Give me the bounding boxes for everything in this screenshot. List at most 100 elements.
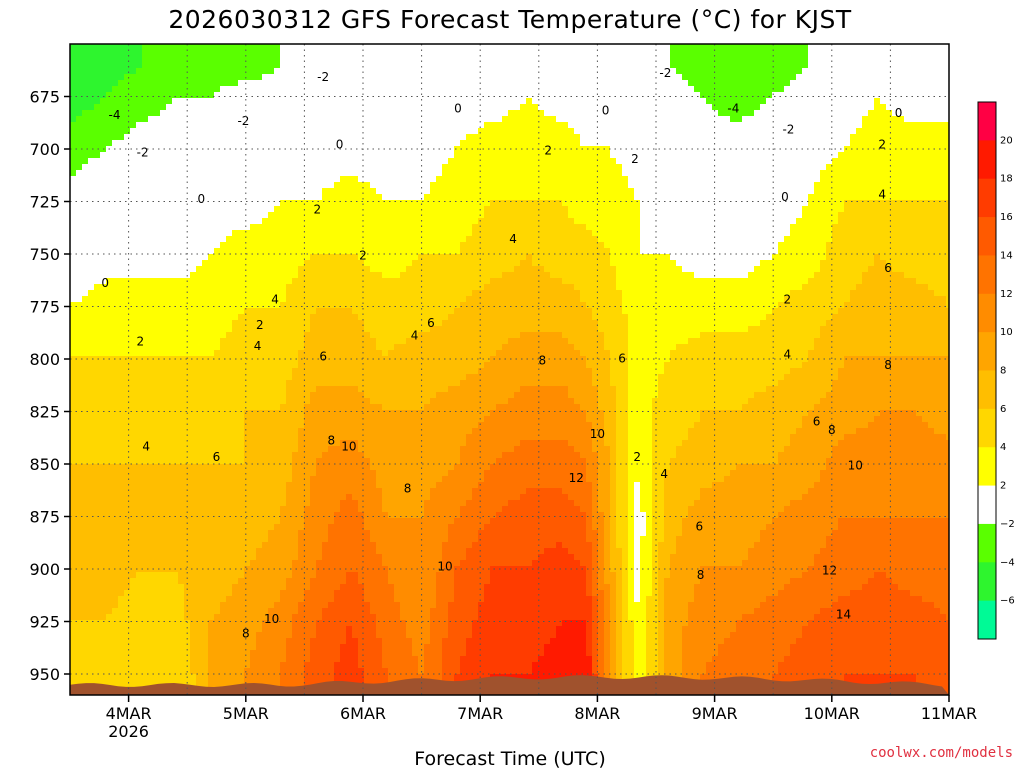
temperature-cell (322, 404, 329, 411)
temperature-cell (322, 602, 329, 609)
temperature-cell (190, 368, 197, 375)
temperature-cell (316, 506, 323, 513)
temperature-cell (322, 290, 329, 297)
temperature-cell (250, 506, 257, 513)
temperature-cell (142, 110, 149, 117)
temperature-cell (190, 422, 197, 429)
temperature-cell (298, 68, 305, 75)
temperature-cell (202, 392, 209, 399)
temperature-cell (190, 602, 197, 609)
temperature-cell (112, 140, 119, 147)
temperature-cell (94, 524, 101, 531)
temperature-cell (106, 188, 113, 195)
temperature-cell (124, 494, 131, 501)
temperature-cell (190, 578, 197, 585)
temperature-cell (202, 410, 209, 417)
temperature-cell (196, 62, 203, 69)
temperature-cell (274, 578, 281, 585)
temperature-cell (238, 272, 245, 279)
temperature-cell (316, 290, 323, 297)
temperature-cell (136, 608, 143, 615)
temperature-cell (160, 374, 167, 381)
temperature-cell (250, 344, 257, 351)
temperature-cell (136, 344, 143, 351)
temperature-cell (268, 248, 275, 255)
temperature-cell (82, 122, 89, 129)
temperature-cell (250, 230, 257, 237)
temperature-cell (280, 212, 287, 219)
temperature-cell (256, 476, 263, 483)
temperature-cell (244, 164, 251, 171)
temperature-cell (124, 368, 131, 375)
temperature-cell (232, 44, 239, 51)
temperature-cell (226, 680, 233, 687)
temperature-cell (130, 434, 137, 441)
temperature-cell (148, 284, 155, 291)
temperature-cell (130, 446, 137, 453)
temperature-cell (160, 578, 167, 585)
temperature-cell (100, 260, 107, 267)
temperature-cell (184, 590, 191, 597)
temperature-cell (304, 338, 311, 345)
temperature-cell (220, 488, 227, 495)
temperature-cell (328, 638, 335, 645)
temperature-cell (310, 98, 317, 105)
temperature-cell (316, 350, 323, 357)
temperature-cell (172, 212, 179, 219)
temperature-cell (340, 236, 347, 243)
temperature-cell (82, 644, 89, 651)
temperature-cell (166, 404, 173, 411)
temperature-cell (304, 140, 311, 147)
temperature-cell (82, 650, 89, 657)
temperature-cell (256, 284, 263, 291)
temperature-cell (280, 518, 287, 525)
temperature-cell (142, 236, 149, 243)
temperature-cell (70, 236, 77, 243)
temperature-cell (202, 380, 209, 387)
temperature-cell (142, 350, 149, 357)
temperature-cell (328, 350, 335, 357)
temperature-cell (214, 158, 221, 165)
temperature-cell (286, 566, 293, 573)
temperature-cell (298, 44, 305, 51)
temperature-cell (190, 566, 197, 573)
temperature-cell (208, 464, 215, 471)
temperature-cell (136, 56, 143, 63)
temperature-cell (88, 560, 95, 567)
temperature-cell (304, 674, 311, 681)
temperature-cell (304, 464, 311, 471)
temperature-cell (70, 242, 77, 249)
temperature-cell (160, 644, 167, 651)
temperature-cell (316, 158, 323, 165)
temperature-cell (262, 140, 269, 147)
temperature-cell (196, 338, 203, 345)
temperature-cell (160, 566, 167, 573)
temperature-cell (220, 614, 227, 621)
temperature-cell (184, 320, 191, 327)
temperature-cell (190, 176, 197, 183)
temperature-cell (316, 206, 323, 213)
temperature-cell (172, 440, 179, 447)
temperature-cell (298, 506, 305, 513)
temperature-cell (208, 308, 215, 315)
temperature-cell (226, 368, 233, 375)
temperature-cell (238, 242, 245, 249)
temperature-cell (166, 602, 173, 609)
temperature-cell (76, 506, 83, 513)
temperature-cell (202, 164, 209, 171)
temperature-cell (226, 452, 233, 459)
temperature-cell (304, 98, 311, 105)
temperature-cell (220, 362, 227, 369)
temperature-cell (304, 212, 311, 219)
temperature-cell (316, 146, 323, 153)
temperature-cell (118, 110, 125, 117)
temperature-cell (142, 242, 149, 249)
temperature-cell (310, 92, 317, 99)
temperature-cell (112, 68, 119, 75)
temperature-cell (112, 476, 119, 483)
temperature-cell (202, 230, 209, 237)
temperature-cell (118, 164, 125, 171)
temperature-cell (76, 62, 83, 69)
temperature-cell (94, 56, 101, 63)
temperature-cell (76, 194, 83, 201)
